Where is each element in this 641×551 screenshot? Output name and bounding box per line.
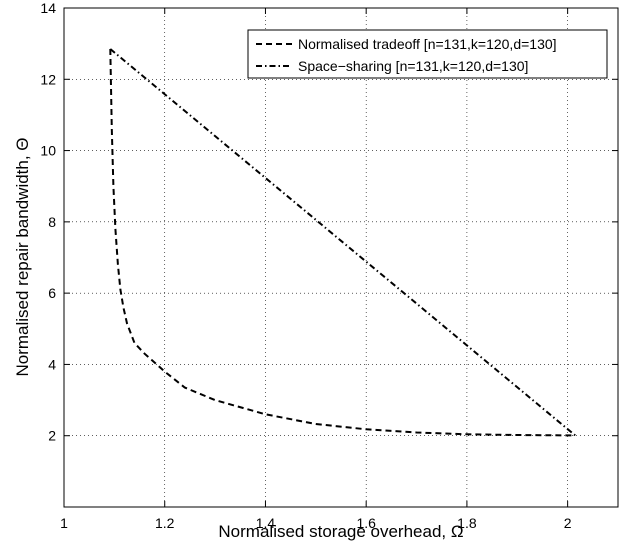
x-axis-label: Normalised storage overhead, Ω: [218, 522, 463, 541]
y-axis-label: Normalised repair bandwidth, Θ: [13, 137, 32, 376]
plot-background: [64, 8, 618, 507]
x-tick-label: 1.2: [155, 515, 175, 531]
x-tick-label: 1.6: [356, 515, 376, 531]
series-layer: [109, 48, 576, 437]
ticks: 1 1.2 1.4 1.6 1.8 2 2 4 6 8 10 12 14: [40, 0, 618, 531]
y-tick-label: 6: [48, 285, 56, 301]
plot-frame: [63, 7, 619, 508]
x-tick-label: 1.8: [457, 515, 477, 531]
y-tick-label: 12: [40, 71, 56, 87]
x-tick-label: 2: [564, 515, 572, 531]
x-tick-label: 1.4: [256, 515, 276, 531]
y-tick-label: 14: [40, 0, 56, 16]
x-tick-label: 1: [60, 515, 68, 531]
y-tick-label: 10: [40, 143, 56, 159]
y-tick-label: 4: [48, 356, 56, 372]
grid: [64, 8, 618, 507]
y-tick-label: 2: [48, 428, 56, 444]
series-line-1: [109, 48, 576, 437]
y-tick-label: 8: [48, 214, 56, 230]
legend-box: [247, 29, 608, 79]
legend: Normalised tradeoff [n=131,k=120,d=130] S…: [247, 29, 608, 79]
series-line-2: [109, 48, 576, 437]
legend-label: Normalised tradeoff [n=131,k=120,d=130]: [298, 36, 557, 52]
legend-label: Space−sharing [n=131,k=120,d=130]: [298, 58, 528, 74]
